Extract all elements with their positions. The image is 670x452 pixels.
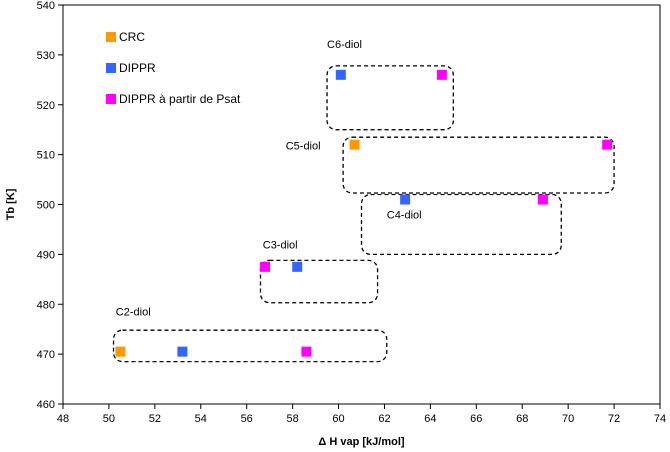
y-tick-label: 490 (37, 249, 55, 261)
x-axis: 48 50 52 54 56 58 60 62 64 66 68 70 72 74 (57, 404, 666, 425)
group-box (342, 136, 615, 194)
y-tick-label: 540 (37, 0, 55, 12)
group-box (259, 259, 379, 304)
y-tick-label: 460 (37, 399, 55, 411)
x-tick-label: 54 (195, 413, 207, 425)
x-tick-label: 72 (608, 413, 620, 425)
data-point (260, 261, 271, 272)
plot-area (62, 4, 661, 405)
data-point (602, 139, 613, 150)
x-axis-title: Δ H vap [kJ/mol] (318, 436, 404, 448)
y-tick-label: 520 (37, 100, 55, 112)
x-tick-label: 50 (103, 413, 115, 425)
data-point (436, 69, 447, 80)
data-point (115, 346, 126, 357)
group-box (112, 329, 388, 363)
y-tick-label: 500 (37, 200, 55, 212)
x-tick-label: 62 (378, 413, 390, 425)
group-label: C4-diol (387, 209, 422, 221)
y-tick-label: 480 (37, 299, 55, 311)
x-tick-label: 52 (149, 413, 161, 425)
y-tick-label: 470 (37, 349, 55, 361)
x-tick-label: 66 (470, 413, 482, 425)
data-point (301, 346, 312, 357)
x-tick-label: 58 (286, 413, 298, 425)
legend-marker (106, 94, 116, 104)
group-label: C2-diol (116, 307, 151, 319)
plot-frame (62, 4, 661, 405)
y-tick-label: 530 (37, 50, 55, 62)
data-points (115, 69, 613, 357)
group-label: C6-diol (327, 39, 362, 51)
data-point (537, 194, 548, 205)
data-point (400, 194, 411, 205)
x-tick-label: 74 (654, 413, 666, 425)
x-tick-label: 70 (562, 413, 574, 425)
legend-label: DIPPR (119, 61, 156, 75)
legend-label: CRC (119, 30, 145, 44)
y-axis: 460 470 480 490 500 510 520 530 540 (37, 0, 63, 411)
data-point (177, 346, 188, 357)
x-tick-label: 60 (332, 413, 344, 425)
y-tick-label: 510 (37, 150, 55, 162)
legend-label: DIPPR à partir de Psat (119, 92, 241, 106)
x-tick-label: 64 (424, 413, 436, 425)
data-point (349, 139, 360, 150)
group-label: C3-diol (263, 239, 298, 251)
legend-marker (106, 63, 116, 73)
y-axis-title: Tb [K] (5, 188, 17, 220)
group-label: C5-diol (286, 141, 321, 153)
legend: CRC DIPPR DIPPR à partir de Psat (106, 30, 241, 106)
x-tick-label: 56 (241, 413, 253, 425)
group-boxes: C2-diol C3-diol C4-diol C5-diol C6-diol (112, 39, 615, 363)
data-point (335, 69, 346, 80)
x-tick-label: 68 (516, 413, 528, 425)
x-tick-label: 48 (57, 413, 69, 425)
legend-marker (106, 32, 116, 42)
data-point (292, 261, 303, 272)
